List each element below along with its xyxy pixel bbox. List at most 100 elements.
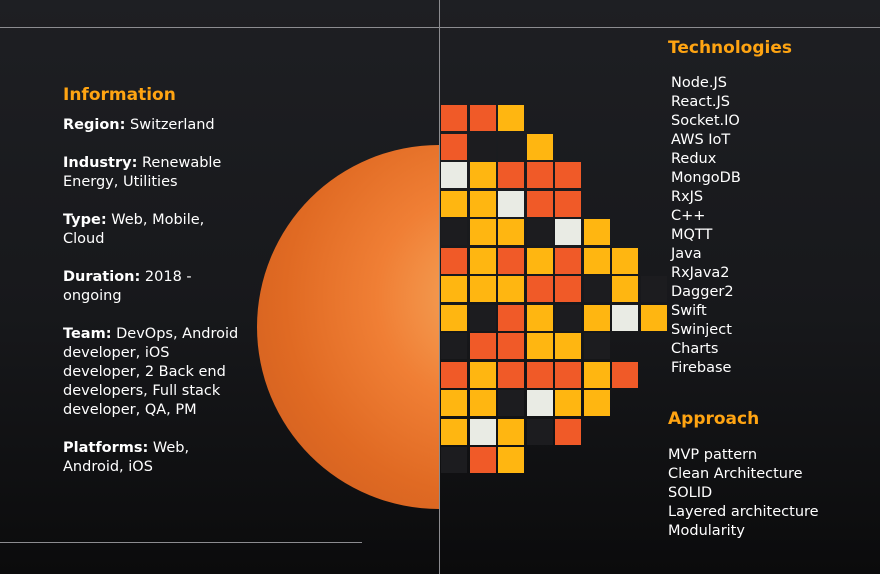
technology-item: Socket.IO — [671, 113, 740, 129]
mosaic-tile — [583, 247, 610, 274]
mosaic-tile — [469, 162, 496, 188]
information-value: Web, Mobile, Cloud — [63, 212, 205, 247]
technology-item: Dagger2 — [671, 284, 734, 300]
top-divider-line — [0, 27, 880, 28]
mosaic-tile — [555, 390, 581, 416]
mosaic-tile — [469, 190, 496, 217]
mosaic-tile — [441, 190, 467, 217]
mosaic-tile — [441, 390, 467, 416]
approach-list: MVP pattern Clean Architecture SOLID Layere… — [668, 446, 819, 541]
approach-title: Approach — [668, 409, 760, 429]
technology-item: RxJava2 — [671, 265, 730, 281]
mosaic-tile — [498, 190, 524, 217]
mosaic-tile — [498, 418, 524, 445]
mosaic-tile — [526, 276, 553, 302]
information-value: Web, Android, iOS — [63, 440, 190, 475]
mosaic-tile — [498, 133, 524, 160]
mosaic-tile — [555, 190, 581, 217]
approach-item: Clean Architecture — [668, 466, 803, 482]
mosaic-tile — [441, 105, 467, 131]
mosaic-tile — [469, 105, 496, 131]
technology-item: React.JS — [671, 94, 730, 110]
mosaic-tile — [498, 333, 524, 359]
technology-item: AWS IoT — [671, 132, 731, 148]
mosaic-tile — [526, 333, 553, 359]
mosaic-tile — [469, 447, 496, 473]
mosaic-tile — [612, 361, 638, 388]
mosaic-tile — [469, 361, 496, 388]
technologies-list: Node.JS React.JS Socket.IO AWS IoT Redux Mong… — [671, 74, 741, 378]
information-label: Team: — [63, 326, 112, 342]
mosaic-tile — [469, 333, 496, 359]
information-title: Information — [63, 85, 176, 105]
mosaic-tile — [526, 361, 553, 388]
mosaic-tile — [526, 304, 553, 331]
technology-item: MongoDB — [671, 170, 741, 186]
information-label: Duration: — [63, 269, 141, 285]
technology-item: Firebase — [671, 360, 732, 376]
information-value: DevOps, Android developer, iOS developer… — [63, 326, 239, 418]
mosaic-tile — [498, 361, 524, 388]
mosaic-tile — [583, 333, 610, 359]
mosaic-tile — [469, 418, 496, 445]
mosaic-tile — [441, 333, 467, 359]
mosaic-tile — [583, 276, 610, 302]
approach-item: Layered architecture — [668, 504, 819, 520]
technology-item: MQTT — [671, 227, 713, 243]
mosaic-tile — [498, 304, 524, 331]
mosaic-tile — [441, 133, 467, 160]
information-item: Duration: 2018 - ongoing — [63, 268, 243, 306]
information-label: Industry: — [63, 155, 138, 171]
mosaic-tile — [526, 418, 553, 445]
mosaic-tile — [441, 418, 467, 445]
information-item: Region: Switzerland — [63, 116, 243, 135]
mosaic-tile — [441, 447, 467, 473]
mosaic-tile — [555, 276, 581, 302]
technology-item: Swinject — [671, 322, 732, 338]
information-label: Region: — [63, 117, 126, 133]
center-divider-line — [439, 0, 440, 574]
information-label: Platforms: — [63, 440, 149, 456]
mosaic-tile — [526, 219, 553, 245]
mosaic-tile — [498, 276, 524, 302]
mosaic-tile — [555, 333, 581, 359]
approach-item: MVP pattern — [668, 447, 758, 463]
mosaic-tile — [640, 276, 667, 302]
mosaic-tile — [441, 219, 467, 245]
technology-item: Node.JS — [671, 75, 727, 91]
mosaic-tile — [583, 361, 610, 388]
mosaic-tile — [526, 133, 553, 160]
mosaic-tile — [469, 276, 496, 302]
mosaic-tile — [555, 304, 581, 331]
information-value: Renewable Energy, Utilities — [63, 155, 222, 190]
mosaic-tile — [583, 219, 610, 245]
mosaic-tile — [498, 390, 524, 416]
information-value: 2018 - ongoing — [63, 269, 192, 304]
mosaic-tile — [498, 219, 524, 245]
technology-item: Swift — [671, 303, 707, 319]
bottom-divider-line — [0, 542, 362, 543]
technology-item: Redux — [671, 151, 717, 167]
information-item: Platforms: Web, Android, iOS — [63, 439, 243, 477]
mosaic-tile — [526, 190, 553, 217]
mosaic-tile — [526, 390, 553, 416]
information-item: Industry: Renewable Energy, Utilities — [63, 154, 243, 192]
technology-item: Java — [671, 246, 702, 262]
mosaic-tile — [555, 418, 581, 445]
mosaic-tile — [469, 390, 496, 416]
mosaic-tile — [640, 304, 667, 331]
mosaic-tile — [612, 247, 638, 274]
technology-item: C++ — [671, 208, 706, 224]
mosaic-tile — [441, 162, 467, 188]
technology-item: RxJS — [671, 189, 704, 205]
mosaic-tile — [498, 447, 524, 473]
mosaic-tile — [526, 162, 553, 188]
mosaic-tile — [583, 390, 610, 416]
mosaic-tile — [498, 105, 524, 131]
mosaic-tile — [441, 361, 467, 388]
information-item: Type: Web, Mobile, Cloud — [63, 211, 243, 249]
mosaic-tile — [583, 304, 610, 331]
mosaic-tile — [555, 361, 581, 388]
mosaic-tile — [498, 162, 524, 188]
mosaic-tile — [441, 304, 467, 331]
